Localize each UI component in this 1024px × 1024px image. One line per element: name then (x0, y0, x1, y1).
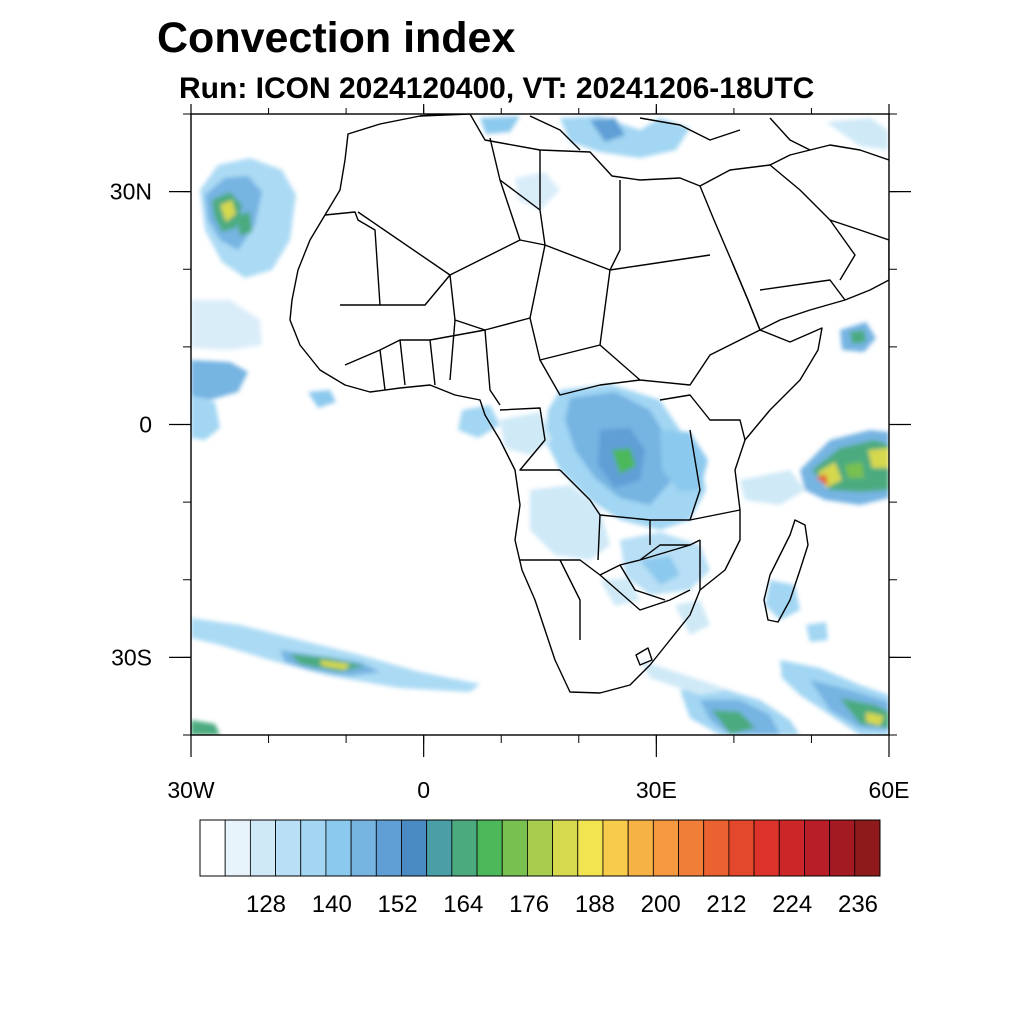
colorbar-label: 224 (772, 891, 812, 918)
colorbar-swatch (527, 819, 553, 877)
lat-tick-label: 30S (111, 644, 152, 670)
colorbar-swatch (275, 819, 302, 877)
colorbar-swatch (350, 819, 377, 877)
colorbar-swatch (804, 819, 831, 877)
colorbar-swatch (249, 819, 276, 877)
lon-tick-label: 0 (417, 777, 430, 803)
colorbar-label: 236 (838, 891, 878, 918)
lat-tick-label: 0 (139, 412, 152, 438)
colorbar-swatch (375, 819, 402, 877)
colorbar-label: 152 (378, 891, 418, 918)
colorbar-label: 128 (246, 891, 286, 918)
colorbar: 128 140 152 164 176 188 200 212 224 236 (199, 819, 881, 918)
colorbar-swatch (325, 819, 352, 877)
colorbar-swatch (854, 819, 881, 877)
chart-subtitle: Run: ICON 2024120400, VT: 20241206-18UTC (179, 72, 815, 105)
colorbar-swatch (401, 819, 428, 877)
colorbar-swatch (602, 819, 629, 877)
colorbar-label: 176 (509, 891, 549, 918)
colorbar-swatch (703, 819, 730, 877)
country-borders (289, 114, 889, 694)
colorbar-swatch (476, 819, 503, 877)
colorbar-frame (199, 819, 881, 877)
colorbar-swatch (224, 819, 251, 877)
colorbar-swatch (678, 819, 705, 877)
colorbar-swatch (552, 819, 579, 877)
colorbar-label: 212 (706, 891, 746, 918)
colorbar-swatch (199, 819, 226, 877)
colorbar-swatch (577, 819, 604, 877)
colorbar-swatch (300, 819, 327, 877)
colorbar-swatch (627, 819, 654, 877)
colorbar-swatch (426, 819, 453, 877)
colorbar-label: 164 (443, 891, 483, 918)
lon-tick-label: 30E (636, 777, 677, 803)
colorbar-swatch (451, 819, 478, 877)
colorbar-swatch (728, 819, 755, 877)
colorbar-swatch (652, 819, 679, 877)
lon-tick-label: 30W (167, 777, 215, 803)
convection-field (191, 116, 889, 735)
colorbar-label: 140 (312, 891, 352, 918)
colorbar-label: 200 (641, 891, 681, 918)
map-axes: 30W 0 30E 60E 30N 0 30S (110, 104, 911, 803)
colorbar-swatch (778, 819, 805, 877)
colorbar-swatch (501, 819, 528, 877)
colorbar-label: 188 (575, 891, 615, 918)
chart-title: Convection index (157, 14, 516, 62)
lat-tick-label: 30N (110, 179, 152, 205)
colorbar-swatch (753, 819, 780, 877)
lon-tick-label: 60E (869, 777, 910, 803)
colorbar-swatch (829, 819, 856, 877)
